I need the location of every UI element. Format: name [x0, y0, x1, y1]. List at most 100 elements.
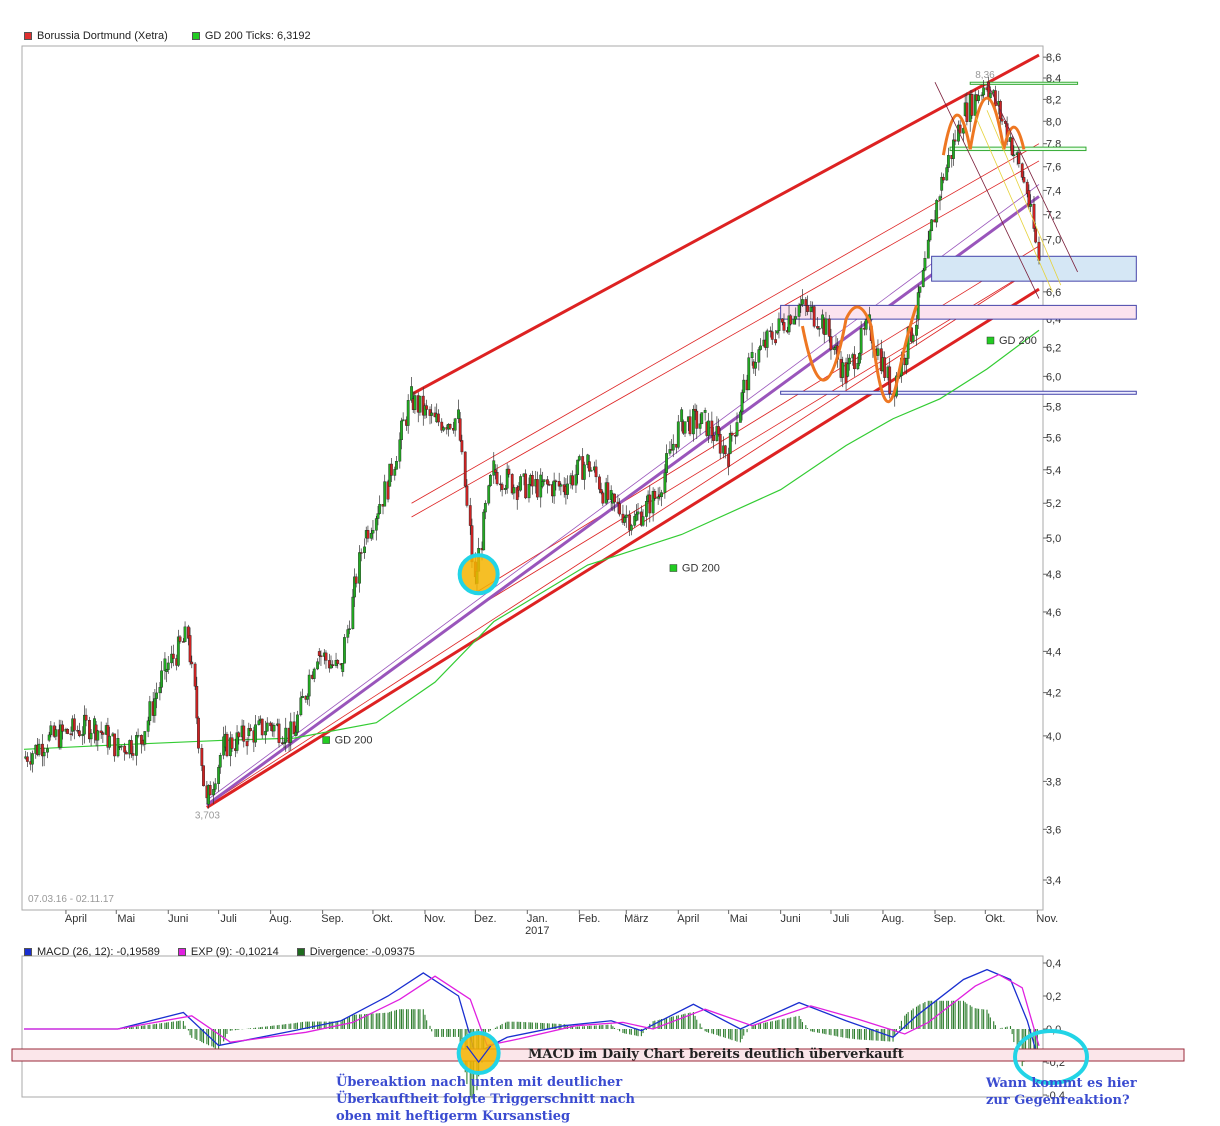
y-tick-label: 4,6	[1046, 607, 1061, 619]
x-tick-label: März	[624, 913, 648, 925]
left-annotation-line-3: oben mit heftigerm Kursanstieg	[336, 1109, 571, 1124]
candle-body	[733, 435, 737, 437]
candle-body	[589, 469, 593, 472]
legend-swatch-macd	[24, 948, 32, 956]
candle-body	[294, 731, 298, 737]
right-annotation-line-1: Wann kommt es hier	[986, 1076, 1137, 1091]
signal-line	[24, 973, 1040, 1047]
candle-body	[354, 576, 358, 584]
candle-body	[410, 386, 413, 401]
candle-body	[41, 743, 44, 757]
candles	[24, 77, 1041, 809]
candle-body	[707, 420, 710, 436]
resistance-zone-top	[969, 81, 1079, 85]
candle-body	[541, 481, 544, 487]
candle-body	[801, 299, 804, 305]
candle-body	[507, 468, 511, 475]
candle-body	[613, 493, 616, 503]
candle-body	[623, 517, 627, 523]
candle-body	[398, 439, 402, 462]
candle-body	[436, 413, 440, 423]
candle-body	[37, 743, 41, 755]
x-tick-label: Feb.	[578, 913, 600, 925]
x-tick-label: Juli	[833, 913, 850, 925]
candle-body	[176, 636, 180, 666]
candle-body	[928, 230, 932, 241]
candle-body	[212, 789, 215, 796]
candle-body	[336, 660, 340, 664]
candle-body	[853, 354, 856, 370]
candle-body	[265, 722, 269, 732]
price-panel: 8,68,48,28,07,87,67,47,27,06,86,66,46,26…	[21, 45, 1137, 937]
candle-body	[921, 269, 925, 287]
candle-body	[747, 357, 751, 391]
candle-body	[848, 357, 851, 365]
x-year-label: 2017	[525, 925, 549, 937]
candle-body	[353, 576, 356, 598]
candle-body	[703, 410, 707, 413]
candle-body	[977, 95, 981, 101]
candle-body	[571, 475, 575, 486]
candle-body	[792, 318, 796, 325]
candle-body	[988, 92, 992, 99]
candle-body	[628, 514, 632, 531]
y-tick-label: 8,0	[1046, 116, 1061, 128]
candle-body	[809, 306, 813, 312]
candle-body	[148, 701, 152, 722]
candle-body	[59, 724, 63, 748]
candle-body	[463, 451, 467, 487]
candle-body	[81, 734, 85, 737]
candle-body	[980, 94, 984, 97]
candle-body	[495, 471, 499, 485]
macd-box-annotation: MACD im Daily Chart bereits deutlich übe…	[528, 1047, 904, 1062]
candle-body	[49, 725, 53, 736]
candle-body	[42, 752, 46, 757]
x-tick-label: Nov.	[424, 913, 446, 925]
candle-body	[770, 331, 774, 340]
candle-body	[634, 513, 638, 521]
channel-upper-inner-line	[411, 143, 1040, 504]
y-tick-label: 5,4	[1046, 465, 1061, 477]
candle-body	[883, 357, 887, 378]
candle-body	[710, 420, 714, 436]
candle-body	[1012, 154, 1016, 157]
candle-body	[96, 730, 100, 741]
double-bottom-arc-2	[869, 325, 900, 404]
candle-body	[557, 481, 561, 487]
candle-body	[504, 488, 507, 490]
candle-body	[183, 626, 187, 643]
candle-body	[515, 487, 519, 500]
candle-body	[812, 306, 816, 327]
legend-label-price: Borussia Dortmund (Xetra)	[37, 30, 168, 42]
candle-body	[918, 286, 922, 293]
x-tick-label: Okt.	[373, 913, 393, 925]
candle-body	[197, 717, 200, 749]
candle-body	[641, 516, 645, 526]
low-value-label: 3,703	[195, 810, 220, 821]
candle-body	[765, 330, 769, 348]
candle-body	[46, 748, 49, 753]
candle-body	[698, 423, 702, 429]
candle-body	[1017, 152, 1021, 164]
candle-body	[700, 412, 704, 424]
candle-body	[1025, 181, 1029, 194]
candle-body	[965, 102, 969, 122]
y-tick-label: 4,2	[1046, 688, 1061, 700]
candle-body	[574, 474, 578, 486]
candle-body	[653, 491, 657, 499]
right-annotation: Wann kommt es hier zur Gegenreaktion?	[986, 1075, 1206, 1109]
candle-body	[348, 628, 351, 630]
candle-body	[89, 732, 93, 740]
y-tick-label: 6,6	[1046, 287, 1061, 299]
candle-body	[691, 408, 695, 435]
candle-body	[759, 345, 762, 350]
candle-body	[343, 637, 346, 664]
legend-price: Borussia Dortmund (Xetra) GD 200 Ticks: …	[24, 30, 311, 42]
x-tick-label: Aug.	[882, 913, 905, 925]
candle-body	[624, 514, 628, 518]
candle-body	[178, 636, 182, 642]
candle-body	[559, 484, 563, 487]
candle-body	[876, 348, 880, 356]
candle-body	[123, 745, 127, 753]
candle-body	[260, 718, 264, 736]
